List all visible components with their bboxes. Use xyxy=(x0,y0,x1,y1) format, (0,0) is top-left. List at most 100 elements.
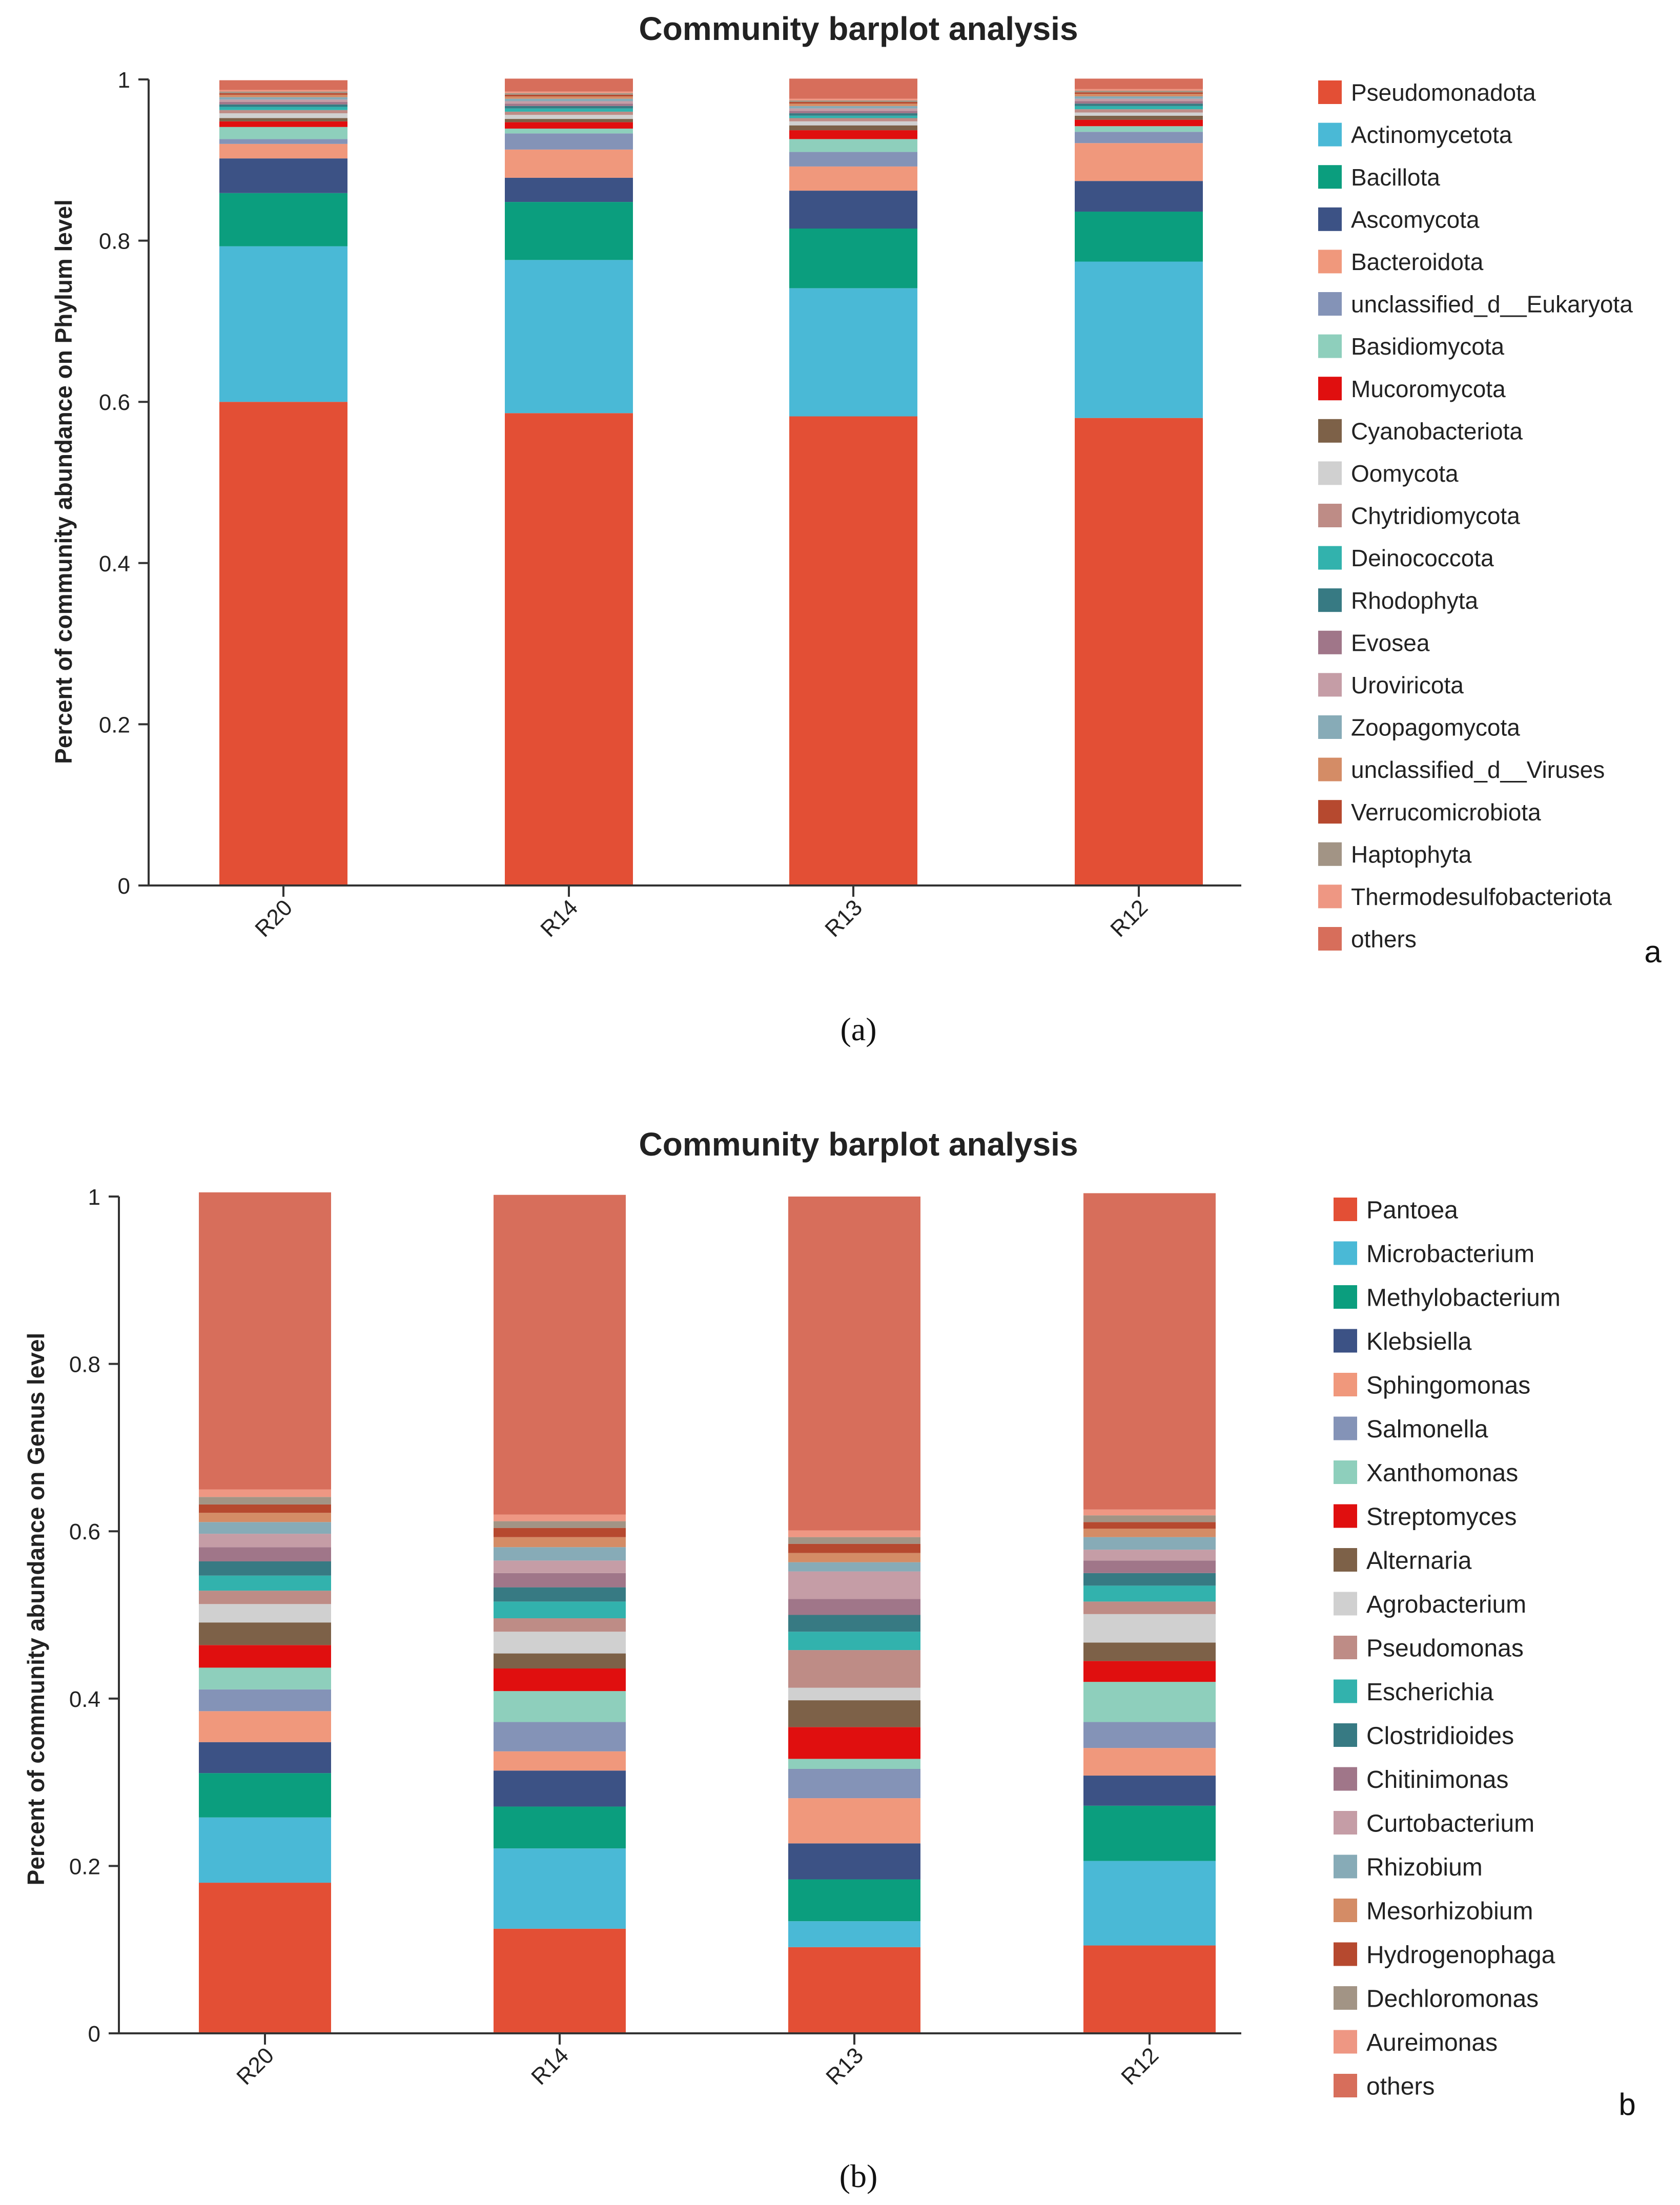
legend-label: Bacteroidota xyxy=(1351,249,1484,275)
bar-segment xyxy=(494,1601,626,1619)
bar-segment xyxy=(494,1653,626,1669)
bar-segment xyxy=(494,1587,626,1602)
bar-segment xyxy=(1083,1537,1216,1550)
bar-segment xyxy=(505,91,633,93)
bar-segment xyxy=(1083,1560,1216,1573)
bar-segment xyxy=(1083,1614,1216,1643)
bar-segment xyxy=(199,1547,331,1561)
bar-segment xyxy=(219,143,347,159)
legend-label: unclassified_d__Eukaryota xyxy=(1351,291,1633,318)
bar-segment xyxy=(789,229,917,288)
bar-segment xyxy=(788,1727,920,1759)
legend-swatch xyxy=(1318,419,1342,443)
bar-segment xyxy=(219,110,347,114)
bar-segment xyxy=(505,78,633,92)
legend-swatch xyxy=(1334,1986,1357,2010)
legend-swatch xyxy=(1334,1373,1357,1396)
legend-swatch xyxy=(1334,1285,1357,1309)
legend-label: Deinococcota xyxy=(1351,545,1494,571)
bar-segment xyxy=(219,102,347,105)
legend-label: others xyxy=(1366,2073,1435,2100)
legend-swatch xyxy=(1334,1854,1357,1879)
legend-swatch xyxy=(1318,377,1342,401)
legend-swatch xyxy=(1334,1504,1357,1528)
bar-segment xyxy=(494,1806,626,1849)
legend-swatch xyxy=(1318,250,1342,274)
bar-segment xyxy=(494,1848,626,1929)
legend-swatch xyxy=(1334,1416,1357,1440)
legend-label: Agrobacterium xyxy=(1366,1591,1526,1618)
legend-swatch xyxy=(1334,1679,1357,1703)
legend-label: Microbacterium xyxy=(1366,1241,1534,1268)
legend-swatch xyxy=(1318,334,1342,358)
legend-swatch xyxy=(1318,673,1342,697)
bar-segment xyxy=(494,1560,626,1573)
legend-swatch xyxy=(1334,1548,1357,1572)
bar-segment xyxy=(1075,96,1203,99)
bar-segment xyxy=(219,90,347,92)
legend-swatch xyxy=(1334,1767,1357,1791)
legend-swatch xyxy=(1334,1942,1357,1966)
bar-segment xyxy=(788,1553,920,1562)
y-tick-label: 0 xyxy=(118,874,130,899)
bar-segment xyxy=(219,402,347,885)
legend-swatch xyxy=(1318,207,1342,231)
bar-segment xyxy=(219,118,347,121)
bar-segment xyxy=(1083,1529,1216,1537)
bar-segment xyxy=(789,152,917,167)
legend-swatch xyxy=(1334,1592,1357,1616)
legend-label: Mucoromycota xyxy=(1351,376,1506,402)
bar-segment xyxy=(494,1668,626,1692)
legend-label: Uroviricota xyxy=(1351,672,1464,698)
bar-segment xyxy=(789,113,917,116)
bar-segment xyxy=(1083,1805,1216,1861)
bar-segment xyxy=(788,1537,920,1544)
legend-swatch xyxy=(1318,927,1342,951)
bar-segment xyxy=(788,1571,920,1599)
bar-segment xyxy=(219,97,347,100)
bar-segment xyxy=(199,1575,331,1591)
bar-segment xyxy=(1075,98,1203,101)
bar-segment xyxy=(1083,1522,1216,1529)
bar-segment xyxy=(505,128,633,134)
y-tick-label: 0.2 xyxy=(69,1854,100,1879)
bar-segment xyxy=(199,1513,331,1522)
bar-segment xyxy=(788,1798,920,1844)
bar-segment xyxy=(788,1530,920,1537)
legend-label: Rhodophyta xyxy=(1351,587,1478,614)
bar-segment xyxy=(789,191,917,229)
legend-label: Actinomycetota xyxy=(1351,121,1512,148)
bar-segment xyxy=(788,1947,920,2033)
legend-label: Sphingomonas xyxy=(1366,1372,1530,1399)
bar-segment xyxy=(199,1534,331,1548)
bar-segment xyxy=(219,139,347,144)
bar-segment xyxy=(505,111,633,115)
y-axis-label: Percent of community abundance on Phylum… xyxy=(50,199,77,764)
bar-segment xyxy=(219,99,347,102)
legend-label: Aureimonas xyxy=(1366,2029,1498,2056)
bar-segment xyxy=(1075,106,1203,110)
bar-segment xyxy=(199,1667,331,1689)
bar-segment xyxy=(1075,92,1203,94)
bar-segment xyxy=(505,149,633,178)
bar-segment xyxy=(494,1537,626,1548)
legend: Pantoea Microbacterium Methylobacterium Kle… xyxy=(1334,1197,1561,2100)
legend-label: Chytridiomycota xyxy=(1351,503,1520,529)
bar-segment xyxy=(199,1645,331,1668)
bar-segment xyxy=(505,122,633,129)
bar-segment xyxy=(1083,1722,1216,1748)
y-tick-label: 1 xyxy=(88,1185,100,1210)
bar-segment xyxy=(1075,78,1203,89)
bar-segment xyxy=(788,1759,920,1769)
bar-segment xyxy=(199,1497,331,1505)
bar-segment xyxy=(788,1632,920,1651)
y-tick-label: 0.4 xyxy=(69,1687,100,1712)
bar-segment xyxy=(199,1883,331,2033)
legend-swatch xyxy=(1334,1723,1357,1747)
bar-segment xyxy=(788,1599,920,1615)
bar-segment xyxy=(199,1604,331,1623)
bar-segment xyxy=(199,1489,331,1497)
bar-segment xyxy=(1075,112,1203,116)
legend-swatch xyxy=(1318,757,1342,781)
chart-title: Community barplot analysis xyxy=(639,10,1078,47)
